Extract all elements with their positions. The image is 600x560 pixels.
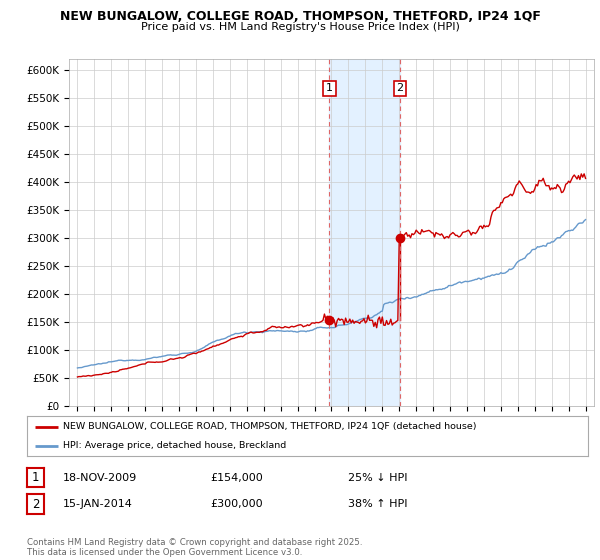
Text: 2: 2	[397, 83, 403, 94]
Text: HPI: Average price, detached house, Breckland: HPI: Average price, detached house, Brec…	[64, 441, 287, 450]
Bar	[329, 59, 400, 406]
Text: 2: 2	[32, 497, 39, 511]
Text: 1: 1	[326, 83, 333, 94]
Text: 1: 1	[32, 471, 39, 484]
Text: Price paid vs. HM Land Registry's House Price Index (HPI): Price paid vs. HM Land Registry's House …	[140, 22, 460, 32]
Text: 38% ↑ HPI: 38% ↑ HPI	[348, 499, 407, 509]
Text: NEW BUNGALOW, COLLEGE ROAD, THOMPSON, THETFORD, IP24 1QF: NEW BUNGALOW, COLLEGE ROAD, THOMPSON, TH…	[59, 10, 541, 23]
Text: 25% ↓ HPI: 25% ↓ HPI	[348, 473, 407, 483]
Text: £154,000: £154,000	[210, 473, 263, 483]
Text: 15-JAN-2014: 15-JAN-2014	[63, 499, 133, 509]
Text: £300,000: £300,000	[210, 499, 263, 509]
Text: 18-NOV-2009: 18-NOV-2009	[63, 473, 137, 483]
Text: Contains HM Land Registry data © Crown copyright and database right 2025.
This d: Contains HM Land Registry data © Crown c…	[27, 538, 362, 557]
Text: NEW BUNGALOW, COLLEGE ROAD, THOMPSON, THETFORD, IP24 1QF (detached house): NEW BUNGALOW, COLLEGE ROAD, THOMPSON, TH…	[64, 422, 477, 431]
